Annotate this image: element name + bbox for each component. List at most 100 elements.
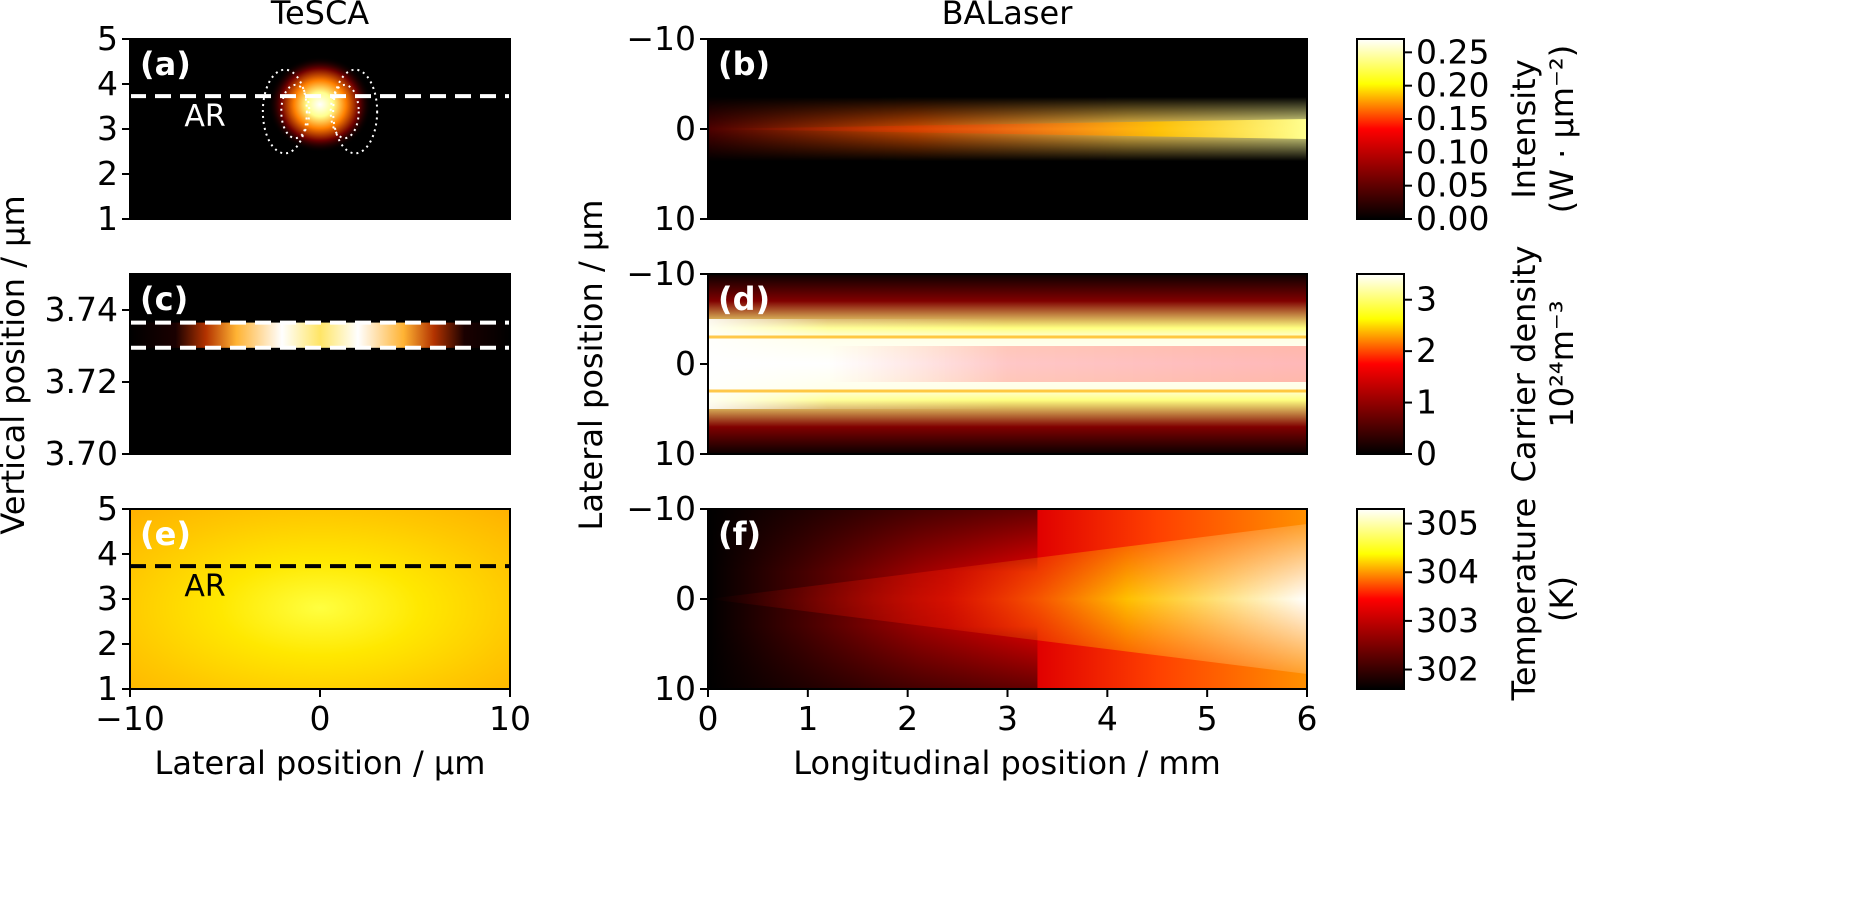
y-tick-label: 0 — [675, 579, 696, 618]
y-tick-label: 10 — [654, 669, 696, 708]
y-tick-label: 3.72 — [45, 362, 118, 401]
heatmap-background — [130, 274, 510, 454]
contour — [332, 68, 379, 155]
y-tick-label: −10 — [626, 489, 696, 528]
contour — [261, 68, 308, 155]
y-tick-label: 2 — [97, 624, 118, 663]
y-tick-label: 10 — [654, 434, 696, 473]
x-tick-label: 6 — [1297, 699, 1318, 738]
panel-a-y-ticks: 1 2 3 4 5 — [97, 19, 130, 238]
x-tick-label: 10 — [489, 699, 531, 738]
panel-e-x-ticks: −10 0 10 — [95, 689, 531, 738]
ar-label: AR — [184, 99, 225, 134]
panel-c: (c) — [129, 273, 511, 455]
colorbar-gradient — [1356, 273, 1405, 455]
panel-b-y-ticks: −10 0 10 — [626, 19, 708, 238]
column-title-right: BALaser — [942, 0, 1074, 32]
x-tick-label: 4 — [1097, 699, 1118, 738]
colorbar-tick-label: 2 — [1416, 331, 1437, 370]
panel-e-y-ticks: 1 2 3 4 5 — [97, 489, 130, 708]
colorbar-tick-label: 302 — [1416, 650, 1479, 689]
panel-c-y-ticks: 3.70 3.72 3.74 — [45, 290, 130, 473]
colorbar-1: 0.000.050.100.150.200.25 Intensity (W · µm… — [1356, 32, 1581, 238]
colorbar-label-line: Carrier density — [1505, 246, 1543, 483]
colorbar-tick-label: 0.25 — [1416, 32, 1489, 71]
y-tick-label: −10 — [626, 254, 696, 293]
panel-d: (d) — [707, 273, 1308, 455]
panel-d-tag: (d) — [718, 280, 770, 318]
left-x-axis-title: Lateral position / µm — [155, 744, 486, 782]
intensity-peak — [268, 56, 372, 153]
right-y-axis-title: Lateral position / µm — [572, 200, 610, 531]
colorbar-label-line: (K) — [1543, 576, 1581, 622]
panel-f-tag: (f) — [718, 515, 761, 553]
temperature-map — [130, 509, 510, 689]
colorbar-2: 0 1 2 3 Carrier density 10²⁴m⁻³ — [1356, 246, 1581, 483]
panel-f: (f) — [707, 508, 1308, 690]
carrier-front-glow — [708, 319, 1307, 409]
y-tick-label: 5 — [97, 19, 118, 58]
y-tick-label: 0 — [675, 344, 696, 383]
colorbar-label-line: Intensity — [1505, 59, 1543, 198]
x-tick-label: 0 — [310, 699, 331, 738]
y-tick-label: 1 — [97, 199, 118, 238]
panel-a-image — [130, 39, 510, 219]
panel-e-tag: (e) — [140, 515, 191, 553]
panel-c-frame — [129, 273, 511, 455]
colorbar-tick-label: 0.15 — [1416, 99, 1489, 138]
colorbar-tick-label: 1 — [1416, 383, 1437, 422]
x-tick-label: −10 — [95, 699, 165, 738]
colorbar-tick-label: 0 — [1416, 434, 1437, 473]
y-tick-label: 3 — [97, 579, 118, 618]
panel-c-tag: (c) — [140, 280, 188, 318]
colorbar-tick-label: 304 — [1416, 552, 1479, 591]
panel-f-y-ticks: −10 0 10 — [626, 489, 708, 708]
colorbars: 0.000.050.100.150.200.25 Intensity (W · µm… — [1356, 32, 1581, 702]
panel-e-image — [130, 509, 510, 689]
panel-d-y-ticks: −10 0 10 — [626, 254, 708, 473]
colorbar-tick-label: 3 — [1416, 280, 1437, 319]
carrier-density-layer — [130, 322, 510, 348]
colorbar-tick-label: 0.10 — [1416, 132, 1489, 171]
y-tick-label: 3 — [97, 109, 118, 148]
panel-b-image — [708, 39, 1307, 219]
panel-b: (b) — [707, 38, 1308, 220]
y-tick-label: 0 — [675, 109, 696, 148]
colorbar-label-line: (W · µm⁻²) — [1543, 45, 1581, 213]
x-tick-label: 0 — [698, 699, 719, 738]
panel-d-image — [708, 274, 1307, 454]
y-tick-label: 3.70 — [45, 434, 118, 473]
colorbar-tick-label: 0.05 — [1416, 166, 1489, 205]
colorbar-tick-label: 303 — [1416, 601, 1479, 640]
y-tick-label: 5 — [97, 489, 118, 528]
contour-lines — [261, 68, 379, 155]
contour — [329, 83, 360, 140]
panel-e: AR (e) — [129, 508, 511, 690]
colorbar-label-line: 10²⁴m⁻³ — [1543, 300, 1581, 427]
x-tick-label: 2 — [897, 699, 918, 738]
colorbar-tick-label: 0.00 — [1416, 199, 1489, 238]
colorbar-3: 302 303 304 305 Temperature (K) — [1356, 498, 1581, 702]
colorbar-tick-label: 305 — [1416, 504, 1479, 543]
colorbar-gradient — [1356, 508, 1405, 690]
y-tick-label: −10 — [626, 19, 696, 58]
colorbar-label-line: Temperature — [1505, 498, 1543, 702]
panel-b-tag: (b) — [718, 45, 770, 83]
colorbar-tick-label: 0.20 — [1416, 66, 1489, 105]
y-tick-label: 3.74 — [45, 290, 118, 329]
ar-label: AR — [184, 569, 225, 604]
x-tick-label: 3 — [997, 699, 1018, 738]
y-tick-label: 1 — [97, 669, 118, 708]
x-tick-label: 5 — [1197, 699, 1218, 738]
y-tick-label: 2 — [97, 154, 118, 193]
intensity-core — [708, 119, 1307, 139]
column-title-left: TeSCA — [270, 0, 369, 32]
y-tick-label: 4 — [97, 64, 118, 103]
left-y-axis-title: Vertical position / µm — [0, 195, 32, 534]
contour — [280, 83, 311, 140]
right-x-axis-title: Longitudinal position / mm — [793, 744, 1221, 782]
temperature-edge-shade — [708, 509, 1038, 689]
panel-a: AR (a) — [129, 38, 511, 220]
